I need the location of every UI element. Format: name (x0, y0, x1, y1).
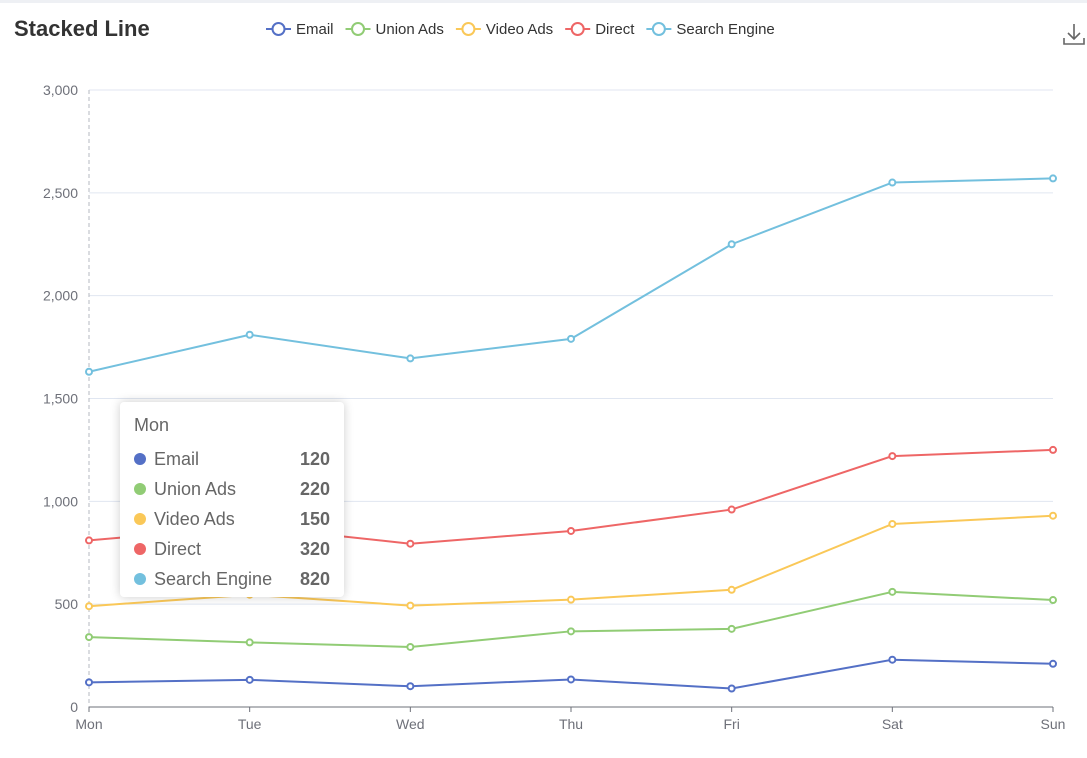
tooltip-name-search-engine: Search Engine (154, 568, 273, 589)
data-point-search-engine (727, 240, 736, 249)
tooltip-value-video-ads: 150 (299, 508, 330, 529)
legend-marker-union-ads (351, 22, 366, 36)
tooltip-title: Mon (134, 415, 170, 435)
tooltip-name-union-ads: Union Ads (154, 478, 237, 499)
x-tick-label: Tue (238, 716, 262, 732)
x-tick-label: Thu (559, 716, 583, 732)
data-point-direct (888, 452, 897, 461)
tooltip-dot-direct (134, 543, 146, 555)
data-point-search-engine (1049, 174, 1057, 183)
data-point-video-ads (888, 519, 897, 528)
y-tick-label: 500 (55, 596, 79, 612)
tooltip-name-video-ads: Video Ads (154, 508, 235, 529)
legend-label-video-ads: Video Ads (486, 21, 553, 38)
tooltip-value-direct: 320 (299, 538, 330, 559)
y-tick-label: 3,000 (43, 82, 78, 98)
y-tick-label: 2,000 (43, 288, 78, 304)
legend-label-email: Email (296, 21, 334, 38)
tooltip-row-email: Email 120 (134, 444, 330, 474)
y-tick-label: 1,000 (43, 493, 78, 509)
data-point-email (567, 675, 575, 684)
x-tick-label: Sun (1041, 716, 1066, 732)
y-tick-label: 0 (70, 699, 78, 715)
data-point-union-ads (406, 642, 415, 651)
data-point-union-ads (1049, 596, 1057, 605)
data-point-union-ads (727, 624, 736, 633)
tooltip-row-direct: Direct 320 (134, 534, 330, 564)
data-point-email (406, 682, 415, 691)
x-tick-label: Fri (724, 716, 740, 732)
tooltip-dot-email (134, 453, 146, 465)
tooltip-name-email: Email (154, 448, 200, 469)
tooltip-dot-video-ads (134, 513, 146, 525)
data-point-video-ads (567, 595, 575, 604)
tooltip-dot-search-engine (134, 573, 146, 585)
x-tick-label: Wed (396, 716, 425, 732)
y-tick-label: 2,500 (43, 185, 78, 201)
data-point-search-engine (85, 367, 93, 376)
data-point-search-engine (888, 178, 897, 187)
data-point-union-ads (567, 627, 575, 636)
x-tick-label: Mon (75, 716, 102, 732)
tooltip-value-search-engine: 820 (299, 568, 330, 589)
tooltip: Mon Email 120 Union Ads 220 Video Ads 15… (120, 402, 344, 597)
y-tick-label: 1,500 (43, 391, 78, 407)
data-point-email (245, 675, 254, 684)
chart-title: Stacked Line (14, 16, 150, 41)
data-point-direct (1049, 445, 1057, 454)
x-tick-label: Sat (882, 716, 903, 732)
tooltip-dot-union-ads (134, 483, 146, 495)
tooltip-value-email: 120 (299, 448, 330, 469)
data-point-email (85, 678, 93, 687)
data-point-direct (727, 505, 736, 514)
tooltip-row-search-engine: Search Engine 820 (134, 564, 330, 594)
legend-label-direct: Direct (595, 21, 635, 38)
data-point-search-engine (245, 330, 254, 339)
data-point-video-ads (85, 602, 93, 611)
legend-marker-email (271, 22, 286, 36)
data-point-video-ads (727, 585, 736, 594)
data-point-email (727, 684, 736, 693)
tooltip-row-video-ads: Video Ads 150 (134, 504, 330, 534)
legend-label-search-engine: Search Engine (676, 21, 774, 38)
data-point-email (888, 655, 897, 664)
data-point-direct (406, 539, 415, 548)
data-point-video-ads (406, 601, 415, 610)
legend-marker-search-engine (651, 22, 666, 36)
data-point-search-engine (406, 354, 415, 363)
tooltip-row-union-ads: Union Ads 220 (134, 474, 330, 504)
data-point-search-engine (567, 334, 575, 343)
tooltip-name-direct: Direct (154, 538, 202, 559)
top-border (0, 0, 1087, 3)
data-point-direct (567, 526, 575, 535)
series-line-email (88, 658, 1054, 690)
data-point-video-ads (1049, 511, 1057, 520)
data-point-direct (85, 536, 93, 545)
data-point-union-ads (85, 633, 93, 642)
legend-marker-video-ads (461, 22, 476, 36)
legend-label-union-ads: Union Ads (376, 21, 444, 38)
data-point-union-ads (888, 587, 897, 596)
legend-marker-direct (570, 22, 585, 36)
data-point-email (1049, 659, 1057, 668)
data-point-union-ads (245, 638, 254, 647)
tooltip-value-union-ads: 220 (299, 478, 330, 499)
download-icon[interactable] (1061, 20, 1087, 48)
